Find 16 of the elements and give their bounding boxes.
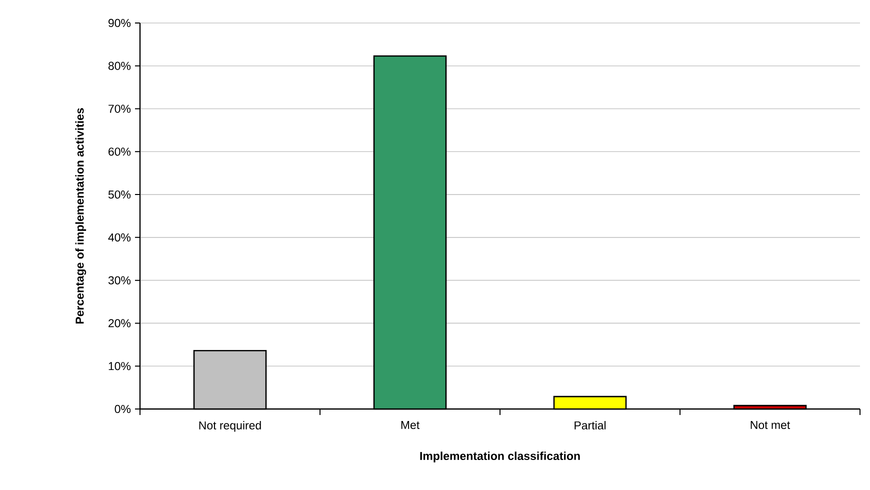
x-tick-label: Met [401,421,420,430]
y-tick-label: 90% [108,18,131,28]
x-tick-label: Not required [199,421,261,432]
y-tick-label: 10% [108,362,131,370]
y-tick-label: 30% [108,276,131,284]
y-tick-label: 50% [108,190,131,199]
y-tick-label: 60% [108,148,131,156]
y-tick-label: 20% [108,319,131,328]
y-tick-label: 70% [108,104,131,113]
y-axis-title: Percentage of implementation activities [75,108,86,324]
x-tick-label: Partial [574,421,606,430]
x-tick-label: Not met [750,421,790,430]
y-tick-label: 80% [108,62,131,70]
x-axis-title: Implementation classification [420,452,580,462]
y-tick-label: 0% [114,404,131,414]
y-tick-label: 40% [108,233,131,242]
